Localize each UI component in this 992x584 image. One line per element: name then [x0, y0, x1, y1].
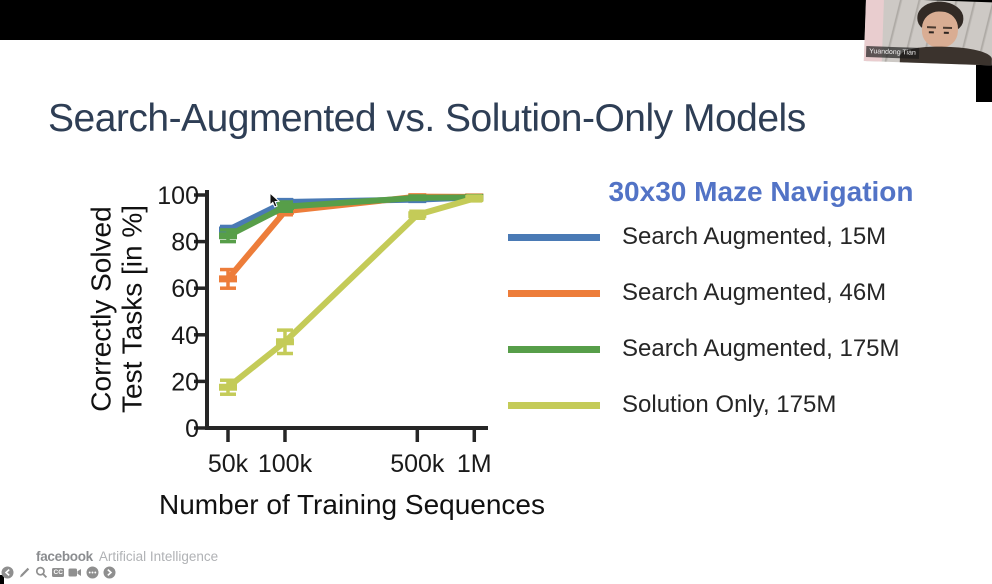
- x-tick-label: 1M: [457, 450, 492, 478]
- series-line: [226, 194, 475, 233]
- legend-item-label: Search Augmented, 46M: [622, 279, 887, 306]
- slide-title: Search-Augmented vs. Solution-Only Model…: [48, 97, 806, 140]
- legend-item-label: Solution Only, 175M: [622, 391, 837, 418]
- webcam-video[interactable]: Yuandong Tian: [863, 0, 992, 66]
- webcam-person-face: [921, 10, 959, 49]
- more-options-icon[interactable]: [86, 566, 99, 579]
- participant-name-tag: Yuandong Tian: [865, 46, 920, 59]
- x-tick-label: 100k: [258, 450, 313, 478]
- webcam-person-brow: [926, 26, 937, 29]
- webcam-person-brow: [942, 26, 953, 30]
- back-arrow-icon[interactable]: [1, 566, 14, 579]
- y-axis-label: Correctly Solved Test Tasks [in %]: [86, 205, 149, 413]
- pencil-icon[interactable]: [18, 566, 31, 579]
- y-axis-label-line1: Correctly Solved: [85, 206, 117, 412]
- forward-arrow-icon[interactable]: [103, 566, 116, 579]
- legend-item-label: Search Augmented, 15M: [622, 223, 887, 250]
- y-tick-label: 20: [171, 368, 199, 396]
- camera-icon[interactable]: [68, 567, 82, 578]
- y-tick-label: 40: [171, 322, 199, 350]
- y-axis-label-line2: Test Tasks [in %]: [117, 204, 148, 414]
- series-line: [226, 194, 475, 239]
- y-tick-label: 60: [171, 275, 199, 303]
- y-tick-label: 100: [157, 182, 199, 210]
- legend-item: Search Augmented, 46M: [508, 265, 900, 321]
- mouse-cursor-icon: [269, 193, 281, 208]
- closed-captions-icon[interactable]: CC: [52, 568, 65, 577]
- footer-brand: facebook Artificial Intelligence: [36, 549, 218, 564]
- series-line: [225, 193, 475, 281]
- facebook-logo: facebook: [36, 549, 93, 564]
- legend-title: 30x30 Maze Navigation: [608, 176, 914, 207]
- chart-legend: Search Augmented, 15M Search Augmented, …: [508, 209, 900, 433]
- x-axis-label: Number of Training Sequences: [159, 489, 545, 520]
- legend-item-label: Search Augmented, 175M: [622, 335, 900, 362]
- top-black-bar: [0, 0, 992, 40]
- annotation-toolbar: CC: [1, 566, 116, 579]
- webcam-person-eye: [928, 31, 934, 34]
- series-line: [226, 195, 476, 390]
- legend-line-swatch: [508, 289, 600, 297]
- corner-artifact: [0, 575, 4, 584]
- x-tick-label: 500k: [390, 450, 445, 478]
- webcam-person-eye: [943, 31, 949, 34]
- legend-line-swatch: [508, 345, 600, 353]
- y-tick-label: 0: [185, 415, 199, 443]
- legend-item: Solution Only, 175M: [508, 377, 900, 433]
- axis-spines: [205, 190, 488, 430]
- legend-line-swatch: [508, 401, 600, 409]
- y-tick-label: 80: [171, 229, 199, 257]
- legend-item: Search Augmented, 175M: [508, 321, 900, 377]
- legend-line-swatch: [508, 233, 600, 241]
- magnifier-icon[interactable]: [35, 566, 48, 579]
- video-frame-gap: [976, 58, 992, 102]
- legend-item: Search Augmented, 15M: [508, 209, 900, 265]
- x-tick-label: 50k: [208, 450, 249, 478]
- footer-brand-suffix: Artificial Intelligence: [98, 549, 219, 564]
